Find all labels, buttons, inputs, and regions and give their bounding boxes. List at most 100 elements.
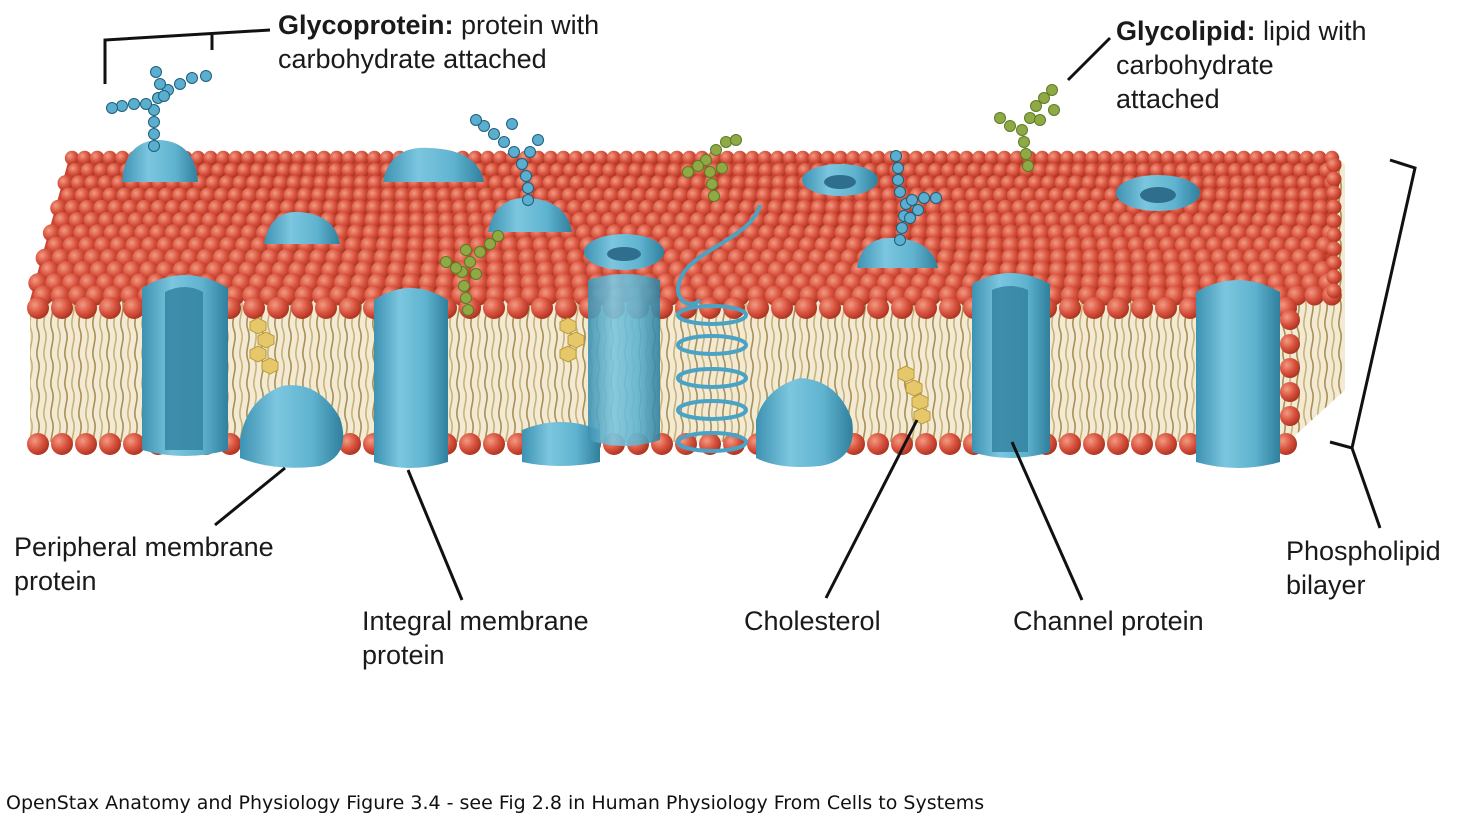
phospholipid-head xyxy=(971,224,990,242)
sugar-unit xyxy=(498,136,510,148)
phospholipid-head xyxy=(291,150,306,166)
phospholipid-head xyxy=(1229,175,1246,191)
phospholipid-head xyxy=(1097,199,1115,217)
phospholipid-head xyxy=(581,199,598,217)
phospholipid-head xyxy=(682,150,697,166)
sugar-unit xyxy=(896,222,908,234)
sugar-unit xyxy=(894,234,906,246)
phospholipid-head xyxy=(675,212,692,229)
phospholipid-head xyxy=(466,199,483,217)
phospholipid-head xyxy=(925,199,942,217)
phospholipid-head xyxy=(423,212,441,229)
phospholipid-head xyxy=(926,212,944,229)
phospholipid-head xyxy=(1123,163,1139,178)
phospholipid-head xyxy=(480,150,495,166)
phospholipid-head xyxy=(1201,163,1217,178)
phospholipid-head xyxy=(875,163,891,178)
phospholipid-head xyxy=(946,150,962,166)
surface-protein-2 xyxy=(383,147,484,182)
phospholipid-head xyxy=(198,163,213,178)
phospholipid-head xyxy=(745,150,760,166)
phospholipid-head xyxy=(695,199,713,217)
phospholipid-head xyxy=(973,175,990,191)
phospholipid-head xyxy=(745,163,761,178)
sugar-unit xyxy=(716,162,728,174)
sugar-unit xyxy=(1016,124,1028,136)
phospholipid-head xyxy=(259,175,276,191)
cholesterol-molecules xyxy=(249,317,931,425)
peripheral-leader xyxy=(214,466,286,527)
phospholipid-head xyxy=(563,163,578,178)
phospholipid-head xyxy=(954,199,971,217)
phospholipid-head xyxy=(1261,150,1277,166)
phospholipid-head xyxy=(941,163,957,178)
integral-protein-shape xyxy=(374,288,448,468)
phospholipid-head xyxy=(732,150,747,166)
sugar-unit xyxy=(520,170,532,182)
phospholipid-head xyxy=(228,150,243,166)
phospholipid-head xyxy=(659,187,675,204)
sugar-unit xyxy=(700,154,712,166)
phospholipid-head xyxy=(954,163,970,178)
phospholipid-head xyxy=(690,175,707,191)
phospholipid-head xyxy=(555,297,577,319)
integral-label: Integral membrane protein xyxy=(362,604,589,672)
phospholipid-head xyxy=(576,163,592,178)
sugar-unit xyxy=(994,112,1006,124)
phospholipid-head xyxy=(1131,433,1153,455)
phospholipid-head xyxy=(483,297,505,319)
phospholipid-head xyxy=(1110,163,1126,178)
phospholipid-head xyxy=(1186,150,1201,166)
phospholipid-head xyxy=(241,150,256,166)
phospholipid-head xyxy=(946,175,963,191)
glycoprotein-label: Glycoprotein: protein with carbohydrate … xyxy=(278,8,599,76)
phospholipid-head xyxy=(1014,175,1030,191)
phospholipid-head xyxy=(606,150,621,166)
phospholipid-head xyxy=(1085,150,1100,166)
channel-leader xyxy=(1010,441,1084,601)
phospholipid-head xyxy=(1280,163,1296,178)
phospholipid-head xyxy=(657,150,672,166)
phospholipid-head xyxy=(300,175,316,191)
sugar-unit xyxy=(1048,104,1060,116)
phospholipid-head xyxy=(1236,150,1252,166)
phospholipid-head xyxy=(1306,163,1322,178)
phospholipid-head xyxy=(1214,163,1230,178)
phospholipid-head xyxy=(810,199,828,217)
sugar-unit xyxy=(470,268,482,280)
phospholipid-head xyxy=(224,163,240,178)
phospholipid-head xyxy=(909,150,924,166)
phospholipid-head xyxy=(911,212,929,229)
phospholipid-head xyxy=(1298,199,1316,217)
phospholipid-head xyxy=(724,199,742,217)
phospholipid-head xyxy=(190,150,206,166)
phospholipid-head xyxy=(1224,150,1239,166)
phospholipid-head xyxy=(939,199,957,217)
phospholipid-head xyxy=(367,175,383,191)
phospholipid-head xyxy=(686,187,703,204)
phospholipid-head xyxy=(453,224,472,242)
phospholipid-head xyxy=(1155,433,1177,455)
sugar-unit xyxy=(492,230,504,242)
phospholipid-head xyxy=(316,150,332,166)
glycolipid-leader xyxy=(1066,36,1112,82)
phospholipid-head xyxy=(193,199,211,217)
sugar-unit xyxy=(128,98,140,110)
phospholipid-head xyxy=(660,212,678,229)
phospholipid-head xyxy=(1155,297,1177,319)
peripheral-protein-shape xyxy=(240,385,344,468)
phospholipid-head xyxy=(1192,212,1210,229)
phospholipid-head xyxy=(313,175,329,191)
sugar-unit xyxy=(720,136,732,148)
phospholipid-head xyxy=(1054,199,1072,217)
phospholipid-head xyxy=(380,199,397,217)
phospholipid-head xyxy=(933,175,949,191)
phospholipid-head xyxy=(677,175,693,191)
sugar-unit xyxy=(522,182,534,194)
phospholipid-head xyxy=(915,433,937,455)
phospholipid-head xyxy=(820,150,836,166)
phospholipid-head xyxy=(484,163,500,178)
phospholipid-head xyxy=(631,150,647,166)
phospholipid-head xyxy=(354,163,370,178)
phospholipid-head xyxy=(843,297,865,319)
